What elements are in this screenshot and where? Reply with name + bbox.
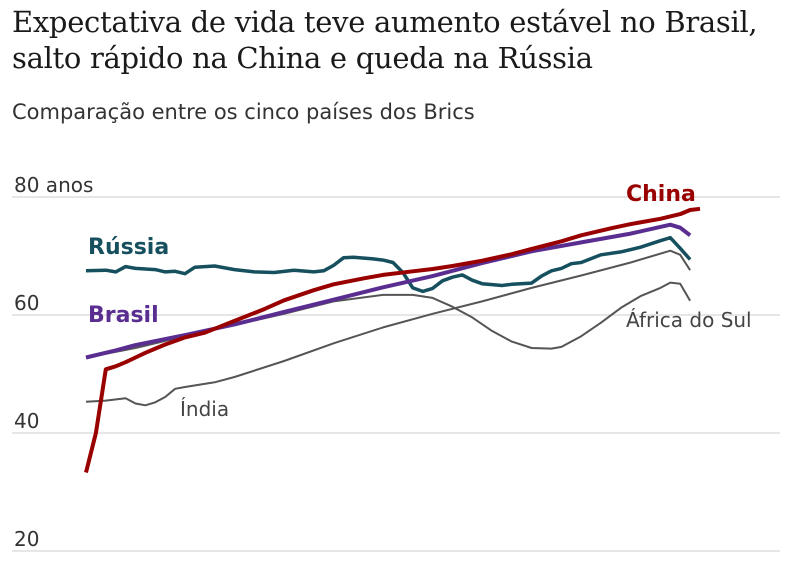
series-label-india: Índia <box>180 397 229 421</box>
series-label-brasil: Brasil <box>88 303 159 328</box>
y-tick-labels: 80 anos 60 40 20 <box>14 173 93 551</box>
series-label-china: China <box>626 182 696 207</box>
series-line-africa-do-sul <box>85 281 691 359</box>
gridlines <box>12 196 780 552</box>
series-line-china <box>84 206 701 473</box>
chart-subtitle: Comparação entre os cinco países dos Bri… <box>12 100 475 124</box>
chart-title: Expectativa de vida teve aumento estável… <box>12 5 758 75</box>
y-tick-label-80: 80 anos <box>14 173 93 197</box>
y-tick-label-20: 20 <box>14 527 39 551</box>
series-line-brasil <box>85 222 692 360</box>
series-line-russia <box>85 235 692 294</box>
series-lines <box>84 206 701 473</box>
series-line-india <box>85 249 691 407</box>
series-label-africa-do-sul: África do Sul <box>626 308 752 332</box>
y-tick-label-40: 40 <box>14 409 39 433</box>
y-tick-label-60: 60 <box>14 291 39 315</box>
series-labels: China Brasil Rússia África do Sul Índia <box>88 182 752 421</box>
series-label-russia: Rússia <box>88 235 169 260</box>
